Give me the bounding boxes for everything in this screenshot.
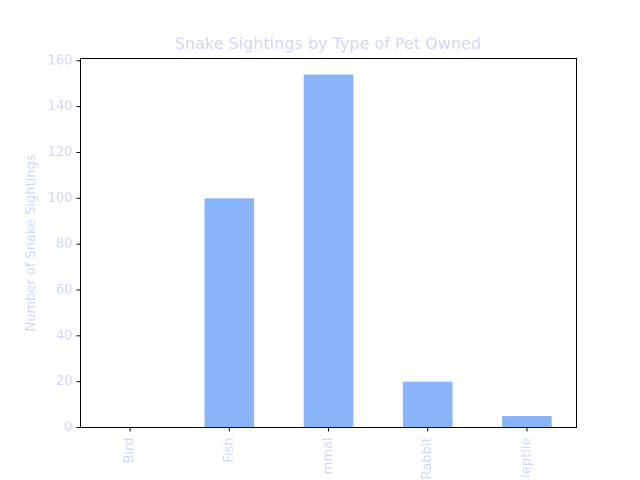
x-tick-label: ieptile xyxy=(519,438,534,478)
y-axis-label: Number of Snake Sightings xyxy=(24,154,39,331)
y-tick-label: 160 xyxy=(48,53,73,68)
plot-area xyxy=(204,74,552,428)
y-tick-label: 60 xyxy=(56,282,73,297)
x-tick-label: Fish xyxy=(222,438,237,463)
y-tick-label: 120 xyxy=(48,145,73,160)
y-tick-label: 100 xyxy=(48,191,73,206)
y-tick-label: 80 xyxy=(56,237,73,252)
bar-fish xyxy=(204,198,255,428)
bar-ieptile xyxy=(502,416,552,428)
y-tick-label: 0 xyxy=(64,420,72,435)
y-tick-label: 20 xyxy=(56,374,73,389)
chart-title: Snake Sightings by Type of Pet Owned xyxy=(175,34,481,53)
x-tick-label: mmal xyxy=(321,438,336,475)
y-tick-label: 140 xyxy=(48,99,73,114)
bar-mmal xyxy=(303,74,354,428)
x-tick-label: Bird xyxy=(123,438,138,464)
bar-rabbit xyxy=(402,381,453,428)
y-tick-label: 40 xyxy=(56,328,73,343)
x-tick-label: Rabbit xyxy=(420,438,435,480)
